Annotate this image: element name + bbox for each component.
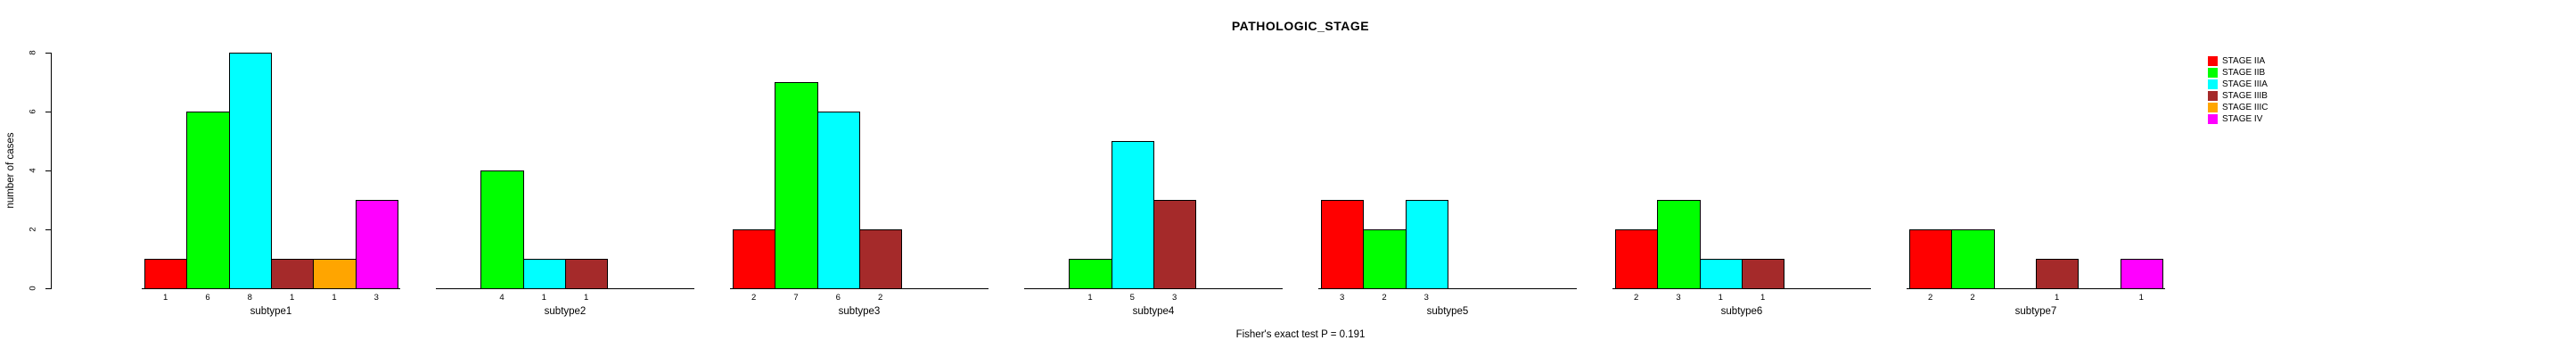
chart-title: PATHOLOGIC_STAGE [1231, 19, 1370, 33]
bar-stage-iiia [1699, 259, 1743, 289]
bar-stage-iiic [313, 259, 357, 289]
bar-stage-iv [2120, 259, 2163, 289]
bar-stage-iib [1363, 229, 1407, 289]
bar-value-label: 5 [1129, 293, 1135, 303]
bar-stage-iib [775, 82, 818, 289]
bar-value-label: 2 [1382, 293, 1387, 303]
y-axis-line [51, 53, 52, 289]
bar-value-label: 3 [1676, 293, 1681, 303]
legend-label: STAGE IIA [2222, 56, 2266, 66]
bar-stage-iiib [1153, 200, 1197, 289]
bar-value-label: 4 [499, 293, 505, 303]
bar-stage-iv [355, 200, 398, 289]
bar-stage-iia [1909, 229, 1953, 289]
panel-label: subtype3 [838, 306, 881, 317]
bar-stage-iia [1615, 229, 1659, 289]
panel-label: subtype7 [2014, 306, 2057, 317]
panel-label: subtype6 [1720, 306, 1763, 317]
bar-value-label: 3 [1172, 293, 1177, 303]
legend-swatch [2208, 103, 2218, 112]
bar-stage-iib [480, 170, 524, 289]
bar-value-label: 1 [541, 293, 546, 303]
bar-value-label: 1 [584, 293, 589, 303]
panel-label: subtype2 [544, 306, 587, 317]
y-axis-tick-label: 0 [28, 286, 38, 291]
bar-stage-iiib [2036, 259, 2080, 289]
panel-label: subtype4 [1132, 306, 1175, 317]
bar-value-label: 8 [247, 293, 252, 303]
bar-stage-iiia [1405, 200, 1448, 289]
legend-swatch [2208, 91, 2218, 101]
bar-value-label: 1 [2138, 293, 2144, 303]
y-axis-tick-label: 2 [28, 227, 38, 232]
bar-value-label: 2 [1634, 293, 1639, 303]
legend-label: STAGE IIIB [2222, 91, 2268, 101]
bar-stage-iiia [816, 112, 860, 289]
x-axis-line [1907, 288, 2165, 289]
y-axis-tick-label: 6 [28, 109, 38, 114]
bar-stage-iiia [1111, 141, 1154, 289]
bar-value-label: 2 [878, 293, 883, 303]
bar-value-label: 2 [1928, 293, 1933, 303]
bar-value-label: 6 [835, 293, 841, 303]
bar-stage-iib [1069, 259, 1112, 289]
bar-stage-iia [733, 229, 776, 289]
panel-label: subtype1 [250, 306, 292, 317]
fisher-test-annotation: Fisher's exact test P = 0.191 [1235, 329, 1366, 340]
legend-label: STAGE IIIC [2222, 103, 2268, 112]
y-axis-tick-label: 8 [28, 50, 38, 55]
y-axis-tick [45, 170, 51, 171]
y-axis-tick [45, 53, 51, 54]
bar-value-label: 1 [1718, 293, 1723, 303]
y-axis-tick-label: 4 [28, 168, 38, 173]
bar-value-label: 1 [332, 293, 337, 303]
legend-label: STAGE IIB [2222, 68, 2266, 78]
bar-value-label: 7 [793, 293, 799, 303]
y-axis-tick [45, 288, 51, 289]
bar-value-label: 3 [373, 293, 379, 303]
legend-label: STAGE IIIA [2222, 79, 2268, 89]
legend-swatch [2208, 79, 2218, 89]
bar-value-label: 3 [1423, 293, 1429, 303]
legend-swatch [2208, 114, 2218, 124]
bar-stage-iiib [859, 229, 903, 289]
bar-stage-iia [144, 259, 188, 289]
bar-value-label: 2 [751, 293, 757, 303]
bar-stage-iiib [271, 259, 315, 289]
bar-stage-iiib [565, 259, 609, 289]
bar-value-label: 6 [205, 293, 210, 303]
bar-stage-iib [186, 112, 230, 289]
legend-label: STAGE IV [2222, 114, 2263, 124]
bar-value-label: 1 [290, 293, 295, 303]
legend-swatch [2208, 56, 2218, 66]
bar-value-label: 1 [2055, 293, 2060, 303]
bar-stage-iib [1951, 229, 1995, 289]
bar-stage-iib [1657, 200, 1701, 289]
bar-value-label: 1 [163, 293, 168, 303]
bar-value-label: 1 [1760, 293, 1766, 303]
bar-value-label: 3 [1340, 293, 1345, 303]
y-axis-label: number of cases [5, 132, 16, 209]
bar-stage-iiib [1742, 259, 1785, 289]
legend-swatch [2208, 68, 2218, 78]
bar-stage-iiia [522, 259, 566, 289]
bar-stage-iiia [228, 53, 272, 289]
bar-stage-iia [1321, 200, 1365, 289]
bar-value-label: 1 [1087, 293, 1093, 303]
panel-label: subtype5 [1426, 306, 1469, 317]
bar-value-label: 2 [1970, 293, 1975, 303]
y-axis-tick [45, 229, 51, 230]
